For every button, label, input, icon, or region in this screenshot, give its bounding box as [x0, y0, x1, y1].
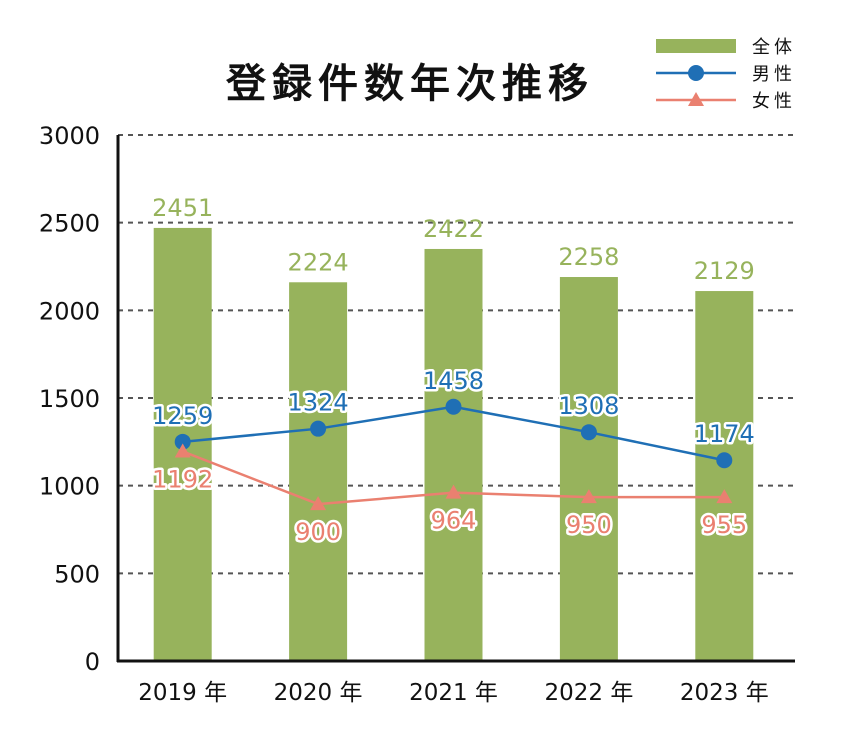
x-tick-label: 2021 年 — [409, 680, 498, 706]
y-tick-label: 3000 — [39, 122, 100, 150]
bar-2022 年 — [559, 277, 618, 661]
legend-label-男性: 男性 — [752, 64, 796, 85]
data-label: 955 — [701, 511, 747, 539]
chart-title: 登録件数年次推移 — [225, 61, 594, 107]
x-tick-label: 2020 年 — [274, 680, 363, 706]
bar-2023 年 — [695, 291, 754, 661]
data-label: 1259 — [152, 402, 213, 430]
x-tick-label: 2019 年 — [138, 680, 227, 706]
data-label: 2422 — [423, 215, 484, 243]
data-label: 2129 — [694, 257, 755, 285]
data-label: 950 — [566, 511, 612, 539]
point-女性 — [310, 496, 327, 511]
axes: 2019 年 2020 年 2021 年 2022 年 2023 年 — [116, 135, 795, 706]
data-label: 1324 — [288, 389, 349, 417]
data-labels: 2451 2224 2422 2258 2129 1259 1324 1458 1308 1174… — [150, 194, 758, 549]
point-女性 — [580, 489, 597, 504]
x-tick-label: 2023 年 — [680, 680, 769, 706]
point-男性 — [310, 420, 327, 437]
point-男性 — [174, 433, 191, 450]
data-label: 2451 — [152, 194, 213, 222]
data-label: 1174 — [694, 420, 755, 448]
point-女性 — [716, 489, 733, 504]
y-tick-label: 2000 — [39, 297, 100, 325]
point-女性 — [174, 443, 191, 458]
legend-marker-男性 — [688, 65, 704, 81]
legend-marker-女性 — [688, 92, 704, 106]
data-label: 964 — [431, 507, 477, 535]
x-tick-label: 2022 年 — [544, 680, 633, 706]
y-tick-label: 1500 — [39, 385, 100, 413]
y-tick-label: 500 — [54, 560, 100, 588]
point-女性 — [445, 484, 462, 499]
data-label: 1308 — [558, 392, 619, 420]
data-label: 1458 — [423, 367, 484, 395]
y-tick-label: 0 — [85, 648, 100, 676]
point-男性 — [716, 452, 733, 469]
data-label: 2258 — [558, 243, 619, 271]
data-label: 900 — [295, 518, 341, 546]
point-男性 — [580, 424, 597, 441]
y-tick-label: 1000 — [39, 473, 100, 501]
bar-series — [153, 227, 754, 661]
legend-label-全体: 全体 — [752, 37, 796, 58]
line-series — [174, 398, 733, 511]
grid: 0 500 1000 1500 2000 2500 3000 — [39, 122, 795, 676]
bar-2020 年 — [289, 282, 348, 661]
bar-2021 年 — [424, 248, 483, 661]
data-label: 2224 — [288, 248, 349, 276]
point-男性 — [445, 398, 462, 415]
legend-label-女性: 女性 — [752, 91, 796, 112]
y-tick-label: 2500 — [39, 210, 100, 238]
legend-swatch-全体 — [656, 39, 736, 53]
data-label: 1192 — [152, 465, 213, 493]
